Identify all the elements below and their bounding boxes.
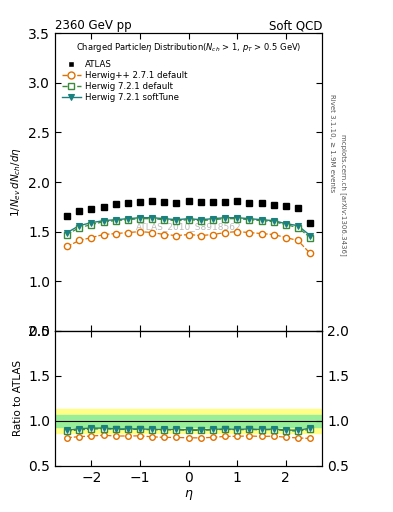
Text: Soft QCD: Soft QCD	[269, 19, 322, 32]
Text: Rivet 3.1.10, ≥ 1.9M events: Rivet 3.1.10, ≥ 1.9M events	[329, 94, 335, 193]
X-axis label: $\eta$: $\eta$	[184, 487, 193, 502]
Y-axis label: $1/N_{ev}\, dN_{ch}/d\eta$: $1/N_{ev}\, dN_{ch}/d\eta$	[9, 147, 23, 217]
Y-axis label: Ratio to ATLAS: Ratio to ATLAS	[13, 360, 23, 436]
Text: Charged Particle$\eta$ Distribution($N_{ch}$ > 1, $p_T$ > 0.5 GeV): Charged Particle$\eta$ Distribution($N_{…	[76, 41, 301, 54]
Text: ATLAS_2010_S8918562: ATLAS_2010_S8918562	[136, 222, 241, 231]
Text: mcplots.cern.ch [arXiv:1306.3436]: mcplots.cern.ch [arXiv:1306.3436]	[340, 134, 347, 255]
Text: 2360 GeV pp: 2360 GeV pp	[55, 19, 132, 32]
Legend: ATLAS, Herwig++ 2.7.1 default, Herwig 7.2.1 default, Herwig 7.2.1 softTune: ATLAS, Herwig++ 2.7.1 default, Herwig 7.…	[62, 60, 188, 102]
